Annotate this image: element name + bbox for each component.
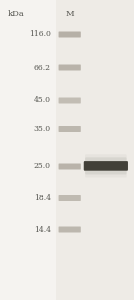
Text: M: M bbox=[65, 11, 74, 19]
Bar bbox=[56, 0, 134, 300]
FancyBboxPatch shape bbox=[59, 195, 81, 201]
Text: kDa: kDa bbox=[8, 11, 24, 19]
Text: 66.2: 66.2 bbox=[34, 64, 51, 71]
Text: 25.0: 25.0 bbox=[34, 163, 51, 170]
FancyBboxPatch shape bbox=[59, 126, 81, 132]
Text: 45.0: 45.0 bbox=[34, 97, 51, 104]
Text: 116.0: 116.0 bbox=[29, 31, 51, 38]
Text: 35.0: 35.0 bbox=[34, 125, 51, 133]
FancyBboxPatch shape bbox=[85, 154, 127, 177]
FancyBboxPatch shape bbox=[59, 164, 81, 169]
FancyBboxPatch shape bbox=[84, 161, 128, 171]
FancyBboxPatch shape bbox=[59, 98, 81, 103]
FancyBboxPatch shape bbox=[59, 32, 81, 38]
FancyBboxPatch shape bbox=[59, 64, 81, 70]
Text: 14.4: 14.4 bbox=[34, 226, 51, 233]
FancyBboxPatch shape bbox=[59, 226, 81, 232]
FancyBboxPatch shape bbox=[85, 157, 127, 174]
Text: 18.4: 18.4 bbox=[34, 194, 51, 202]
